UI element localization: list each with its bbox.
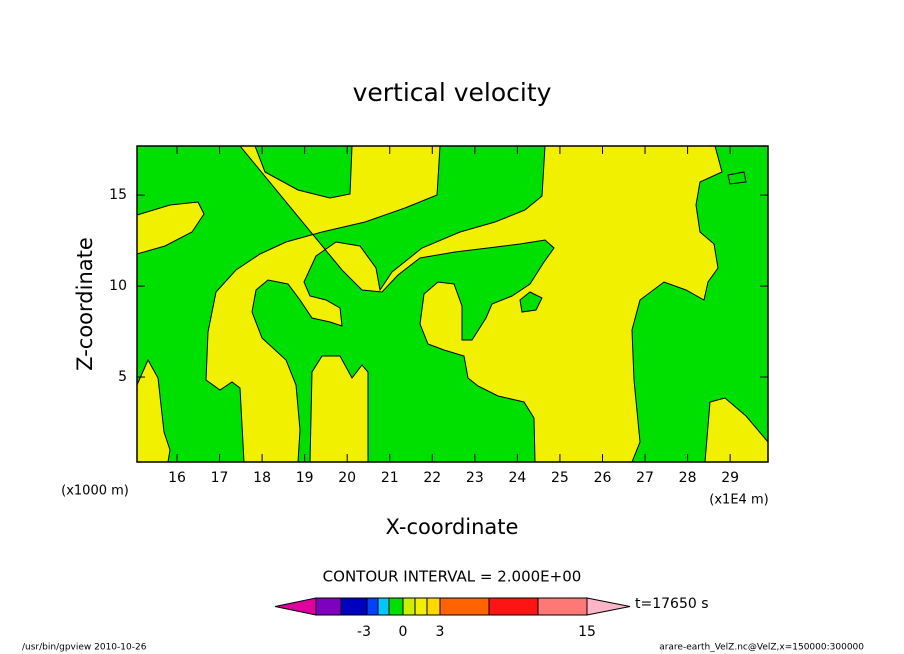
colorbar-segment: [488, 597, 539, 616]
colorbar-segment: [274, 597, 317, 616]
x-tick-label: 25: [551, 470, 569, 486]
colorbar-segment: [426, 597, 441, 616]
time-label: t=17650 s: [635, 596, 709, 612]
x-tick-label: 17: [211, 470, 229, 486]
colorbar-segment: [414, 597, 428, 616]
contour-interval: CONTOUR INTERVAL = 2.000E+00: [323, 568, 582, 586]
x-tick-label: 18: [253, 470, 271, 486]
x-tick-label: 21: [381, 470, 399, 486]
colorbar-segment: [537, 597, 588, 616]
colorbar-segment: [402, 597, 416, 616]
colorbar-segment: [586, 597, 631, 616]
x-tick-label: 24: [508, 470, 526, 486]
contour-region: [205, 145, 723, 463]
colorbar-segment: [377, 597, 390, 616]
x-axis-label: X-coordinate: [386, 515, 519, 539]
colorbar-segment: [315, 597, 342, 616]
contour-region: [519, 291, 543, 313]
colorbar-segment: [388, 597, 404, 616]
x-tick-label: 23: [466, 470, 484, 486]
y-tick-label: 15: [109, 187, 127, 203]
plot-area: 16 17 18 19 20 21 22 23 24 25 26 27 28 29 5 10 15: [109, 145, 769, 486]
colorbar-tick-label: 15: [578, 624, 596, 640]
x-tick-label: 20: [338, 470, 356, 486]
colorbar: -3 0 3 15: [274, 597, 631, 640]
x-unit-left: (x1000 m): [61, 484, 129, 499]
colorbar-segment: [366, 597, 379, 616]
chart-title: vertical velocity: [353, 78, 552, 107]
x-tick-label: 29: [721, 470, 739, 486]
contour-region: [309, 355, 369, 463]
x-tick-label: 22: [423, 470, 441, 486]
x-tick-label: 19: [296, 470, 314, 486]
x-tick-label: 28: [679, 470, 697, 486]
x-tick-label: 26: [594, 470, 612, 486]
x-unit-right: (x1E4 m): [709, 493, 768, 508]
colorbar-segment: [439, 597, 490, 616]
colorbar-tick-label: 0: [399, 624, 408, 640]
plot-frame: [136, 145, 769, 463]
contour-region: [727, 171, 747, 185]
y-tick-label: 10: [109, 278, 127, 294]
colorbar-tick-label: 3: [436, 624, 445, 640]
y-axis-label: Z-coordinate: [73, 237, 97, 371]
x-tick-label: 27: [636, 470, 654, 486]
x-tick-label: 16: [168, 470, 186, 486]
colorbar-segment: [340, 597, 368, 616]
footer-right: arare-earth_VelZ.nc@VelZ,x=150000:300000: [659, 643, 864, 653]
contour-region: [136, 201, 205, 255]
colorbar-tick-label: -3: [357, 624, 371, 640]
footer-left: /usr/bin/gpview 2010-10-26: [22, 643, 147, 653]
contour-region: [136, 358, 171, 463]
y-tick-label: 5: [118, 369, 127, 385]
